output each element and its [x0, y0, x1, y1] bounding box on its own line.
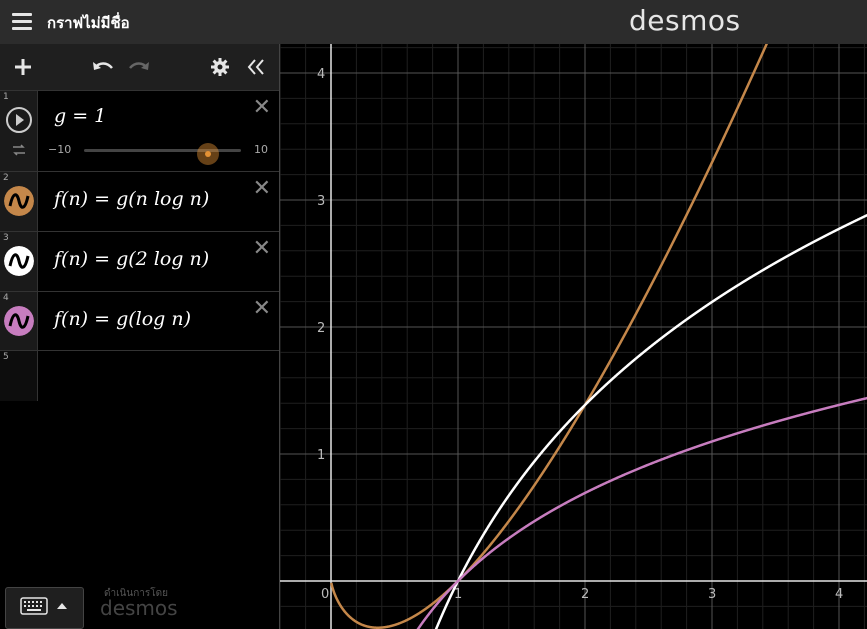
expression-item-2[interactable]: 2 f(n) = g(n log n) ✕: [0, 172, 279, 232]
top-bar: กราฟไม่มีชื่อ desmos: [0, 0, 867, 44]
x-tick-label: 0: [321, 587, 329, 602]
expression-item-4[interactable]: 4 f(n) = g(log n) ✕: [0, 292, 279, 351]
powered-by-logo: desmos: [100, 596, 178, 620]
x-tick-label: 2: [581, 587, 589, 602]
keyboard-icon: [20, 597, 48, 615]
expression-item-1[interactable]: 1 g = 1 ✕ −10 10: [0, 91, 279, 172]
expression-latex[interactable]: f(n) = g(log n): [54, 308, 192, 330]
plus-icon[interactable]: [12, 54, 34, 80]
keyboard-toggle-button[interactable]: [5, 587, 84, 629]
double-chevron-left-icon[interactable]: [244, 54, 268, 80]
slider-thumb[interactable]: [197, 143, 219, 165]
desmos-logo: desmos: [629, 4, 741, 37]
curve-series-3: [416, 396, 867, 629]
curve-series-2: [434, 213, 867, 629]
slider-max[interactable]: 10: [254, 143, 268, 156]
x-tick-label: 4: [835, 587, 843, 602]
y-tick-label: 3: [317, 194, 325, 209]
curve-color-icon[interactable]: [4, 306, 34, 336]
expression-index: 4: [3, 293, 9, 303]
gear-icon[interactable]: [209, 54, 231, 80]
expression-tab: 1: [0, 91, 38, 171]
slider-min[interactable]: −10: [48, 143, 72, 156]
slider-track[interactable]: [84, 143, 241, 165]
expression-tab: 3: [0, 232, 38, 291]
expression-item-3[interactable]: 3 f(n) = g(2 log n) ✕: [0, 232, 279, 292]
caret-up-icon: [57, 603, 67, 609]
graph-title[interactable]: กราฟไม่มีชื่อ: [47, 14, 130, 32]
expression-latex[interactable]: f(n) = g(n log n): [54, 188, 210, 210]
play-icon[interactable]: [5, 106, 33, 134]
x-tick-label: 3: [708, 587, 716, 602]
x-tick-label: 1: [454, 587, 462, 602]
curve-series-1: [330, 44, 769, 629]
powered-by-label: ดำเนินการโดย: [104, 588, 168, 599]
graph-paper[interactable]: 0 1 2 3 4 1 2 3 4: [279, 44, 867, 629]
menu-icon[interactable]: [12, 13, 32, 31]
expression-index: 5: [3, 352, 9, 362]
undo-icon[interactable]: [90, 54, 116, 80]
expression-list: 1 g = 1 ✕ −10 10 2 f(n) = g(n log n) ✕: [0, 91, 279, 401]
slider[interactable]: −10 10: [48, 143, 278, 165]
expression-tab: 2: [0, 172, 38, 231]
expression-index: 2: [3, 173, 9, 183]
expression-tab: 4: [0, 292, 38, 350]
expression-latex[interactable]: g = 1: [54, 105, 107, 127]
expression-item-5[interactable]: 5: [0, 351, 279, 401]
close-icon[interactable]: ✕: [252, 95, 271, 120]
expression-toolbar: [0, 44, 279, 91]
y-tick-label: 4: [317, 67, 325, 82]
expression-tab: 5: [0, 351, 38, 401]
close-icon[interactable]: ✕: [252, 296, 271, 321]
expression-index: 1: [3, 92, 9, 102]
close-icon[interactable]: ✕: [252, 176, 271, 201]
loop-icon[interactable]: [11, 143, 27, 157]
expression-index: 3: [3, 233, 9, 243]
y-tick-label: 2: [317, 321, 325, 336]
expression-panel: 1 g = 1 ✕ −10 10 2 f(n) = g(n log n) ✕: [0, 44, 279, 629]
y-tick-label: 1: [317, 448, 325, 463]
curve-color-icon[interactable]: [4, 246, 34, 276]
graph-canvas[interactable]: 0 1 2 3 4 1 2 3 4: [280, 44, 867, 629]
curve-color-icon[interactable]: [4, 186, 34, 216]
redo-icon[interactable]: [126, 54, 152, 80]
close-icon[interactable]: ✕: [252, 236, 271, 261]
expression-latex[interactable]: f(n) = g(2 log n): [54, 248, 210, 270]
